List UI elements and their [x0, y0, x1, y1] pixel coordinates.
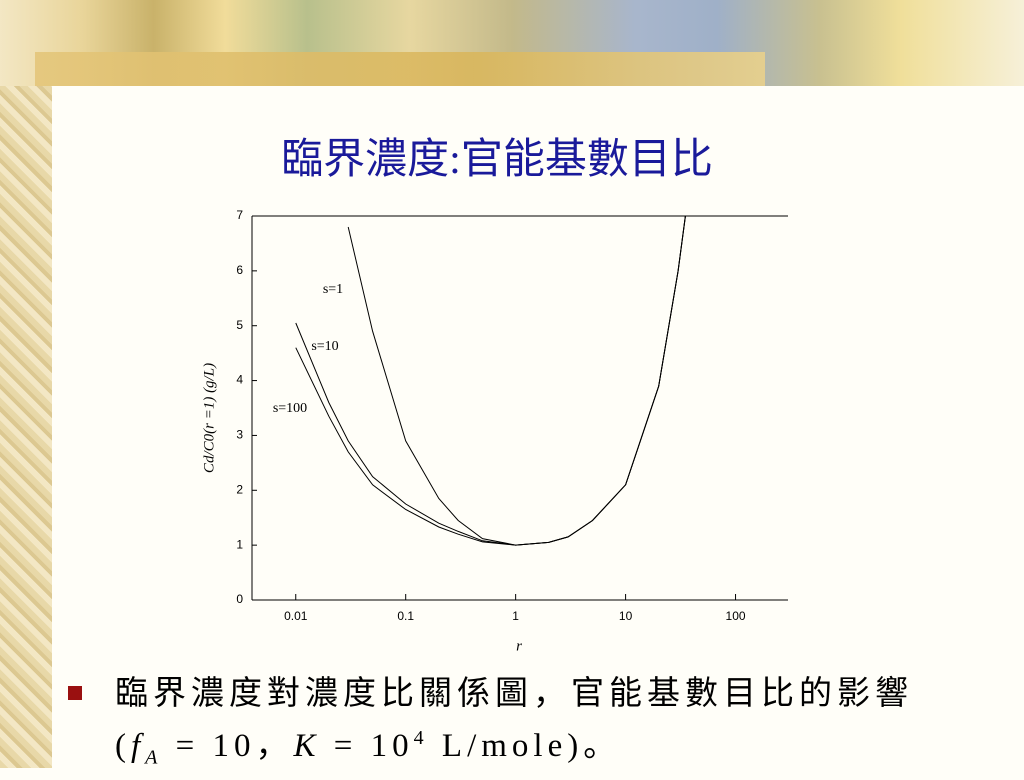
text: A [145, 746, 163, 769]
y-tick-label: 3 [236, 428, 243, 442]
text: 4 [413, 727, 429, 749]
y-axis-label: Cd/C0(r =1) (g/L) [201, 363, 217, 473]
y-tick-label: 1 [236, 537, 243, 551]
y-tick-label: 0 [236, 592, 243, 606]
text: = 10 [320, 728, 414, 764]
y-tick-label: 6 [236, 263, 243, 277]
curve [295, 215, 686, 546]
text: = 10， [162, 728, 294, 764]
side-texture [0, 0, 52, 768]
y-tick-label: 2 [236, 482, 243, 496]
slide-title: 臨界濃度:官能基數目比 [281, 137, 713, 183]
text: L/mole)。 [428, 728, 622, 764]
x-tick-label: 100 [726, 609, 746, 623]
text: f [131, 728, 146, 764]
y-tick-label: 4 [236, 373, 243, 387]
x-tick-label: 10 [619, 609, 633, 623]
y-tick-label: 7 [236, 208, 243, 222]
text: K [293, 728, 321, 764]
series-label: s=100 [273, 401, 307, 416]
x-axis-label: r [516, 638, 522, 654]
curve [347, 215, 686, 546]
bullet-marker [68, 686, 82, 700]
y-tick-label: 5 [236, 318, 243, 332]
x-tick-label: 0.01 [284, 609, 308, 623]
x-tick-label: 1 [512, 609, 519, 623]
bullet-text: 臨界濃度對濃度比關係圖，官能基數目比的影響(fA = 10，K = 104 L/… [115, 672, 915, 780]
x-tick-label: 0.1 [397, 609, 414, 623]
text: 臨界濃度對濃度比關係圖，官能基數目比的影響( [115, 676, 913, 764]
curve [295, 215, 686, 546]
banner-band [35, 52, 765, 86]
series-label: s=1 [323, 282, 343, 297]
series-label: s=10 [311, 339, 338, 354]
